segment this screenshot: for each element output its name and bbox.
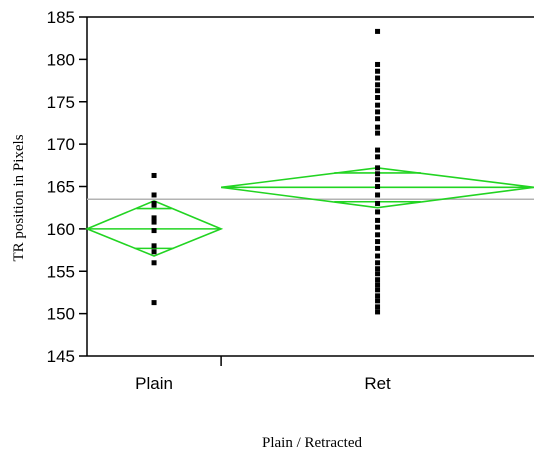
data-point xyxy=(375,298,381,304)
y-tick-label: 165 xyxy=(47,178,75,197)
y-tick-label: 170 xyxy=(47,135,75,154)
data-point xyxy=(151,172,157,178)
data-point xyxy=(375,28,381,34)
data-point xyxy=(375,124,381,130)
data-point xyxy=(375,266,381,272)
y-tick-label: 145 xyxy=(47,347,75,366)
y-tick-label: 180 xyxy=(47,50,75,69)
data-point xyxy=(375,61,381,67)
x-axis: Plain Ret xyxy=(87,355,534,393)
data-points xyxy=(151,28,381,315)
data-point xyxy=(375,293,381,299)
y-tick-label: 160 xyxy=(47,220,75,239)
data-point xyxy=(375,192,381,198)
data-point xyxy=(151,249,157,255)
data-point xyxy=(375,82,381,88)
data-point xyxy=(375,75,381,81)
mean-diamond xyxy=(220,167,534,209)
data-point xyxy=(151,260,157,266)
data-point xyxy=(375,217,381,223)
data-point xyxy=(375,271,381,277)
x-axis-title: Plain / Retracted xyxy=(262,435,362,451)
data-point xyxy=(375,171,381,177)
data-point xyxy=(375,88,381,94)
data-point xyxy=(375,200,381,206)
data-point xyxy=(151,192,157,198)
y-axis-title: TR position in Pixels xyxy=(11,134,27,261)
data-point xyxy=(151,200,157,206)
data-point xyxy=(151,215,157,221)
data-point xyxy=(375,165,381,171)
y-tick-label: 155 xyxy=(47,262,75,281)
data-point xyxy=(375,68,381,74)
data-point xyxy=(375,245,381,251)
y-axis: 145 150 155 160 165 170 175 180 185 xyxy=(47,8,534,366)
y-tick-label: 175 xyxy=(47,93,75,112)
data-point xyxy=(375,95,381,101)
data-point xyxy=(151,219,157,225)
data-point xyxy=(375,130,381,136)
data-point xyxy=(375,304,381,310)
data-point xyxy=(375,224,381,230)
data-point xyxy=(375,277,381,283)
data-point xyxy=(375,109,381,115)
x-tick-label: Plain xyxy=(135,374,173,393)
data-point xyxy=(375,116,381,122)
data-point xyxy=(375,253,381,259)
data-point xyxy=(375,209,381,215)
x-tick-label: Ret xyxy=(364,374,391,393)
data-point xyxy=(151,300,157,306)
data-point xyxy=(375,102,381,108)
data-point xyxy=(375,232,381,238)
data-point xyxy=(375,177,381,183)
data-point xyxy=(375,309,381,315)
data-point xyxy=(375,287,381,293)
y-tick-label: 150 xyxy=(47,305,75,324)
means-diamonds xyxy=(84,167,534,257)
data-point xyxy=(151,243,157,249)
y-tick-label: 185 xyxy=(47,8,75,27)
data-point xyxy=(375,282,381,288)
data-point xyxy=(375,154,381,160)
data-point xyxy=(375,239,381,245)
data-point xyxy=(375,260,381,266)
data-point xyxy=(375,184,381,189)
data-point xyxy=(375,147,381,153)
data-point xyxy=(151,228,157,234)
